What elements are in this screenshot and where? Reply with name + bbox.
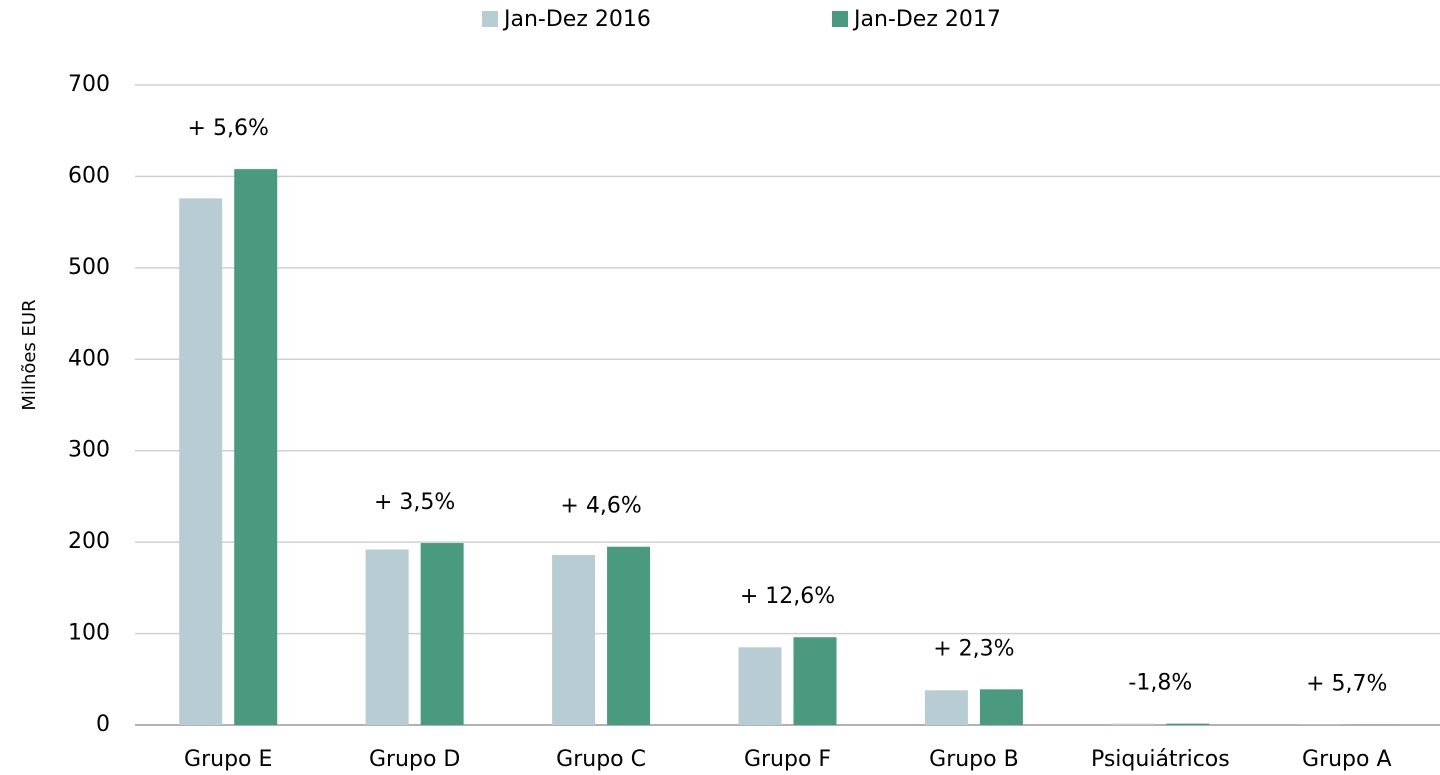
legend-label: Jan-Dez 2017 bbox=[852, 7, 1001, 32]
y-tick-label: 500 bbox=[68, 255, 110, 280]
y-tick-label: 300 bbox=[68, 438, 110, 463]
annotation: + 12,6% bbox=[740, 584, 835, 609]
bar bbox=[607, 546, 651, 725]
annotation: + 5,7% bbox=[1306, 672, 1387, 697]
legend-swatch bbox=[482, 11, 498, 27]
bar bbox=[738, 647, 782, 725]
bar bbox=[979, 689, 1023, 725]
x-tick-label: Grupo A bbox=[1302, 747, 1392, 772]
bar bbox=[1166, 723, 1210, 725]
y-tick-label: 700 bbox=[68, 72, 110, 97]
annotation: + 4,6% bbox=[560, 494, 641, 519]
y-tick-label: 600 bbox=[68, 163, 110, 188]
x-tick-label: Grupo C bbox=[556, 747, 646, 772]
legend-label: Jan-Dez 2016 bbox=[502, 7, 651, 32]
bar bbox=[234, 169, 278, 726]
y-axis-label: Milhões EUR bbox=[19, 299, 40, 410]
annotation: + 5,6% bbox=[188, 116, 269, 141]
bar bbox=[793, 637, 837, 725]
bar bbox=[1111, 723, 1155, 725]
x-tick-label: Grupo B bbox=[929, 747, 1019, 772]
y-tick-label: 400 bbox=[68, 346, 110, 371]
x-tick-label: Grupo E bbox=[184, 747, 272, 772]
y-tick-label: 100 bbox=[68, 621, 110, 646]
bar bbox=[552, 554, 596, 725]
x-tick-label: Psiquiátricos bbox=[1091, 747, 1230, 772]
x-tick-label: Grupo F bbox=[744, 747, 831, 772]
y-tick-label: 200 bbox=[68, 529, 110, 554]
annotation: + 3,5% bbox=[374, 490, 455, 515]
bar bbox=[365, 549, 409, 725]
annotation: + 2,3% bbox=[933, 636, 1014, 661]
bar bbox=[420, 543, 464, 725]
x-tick-label: Grupo D bbox=[369, 747, 460, 772]
annotation: -1,8% bbox=[1128, 671, 1192, 696]
bar bbox=[179, 198, 223, 725]
legend-swatch bbox=[832, 11, 848, 27]
y-tick-label: 0 bbox=[96, 712, 110, 737]
bar bbox=[924, 690, 968, 725]
